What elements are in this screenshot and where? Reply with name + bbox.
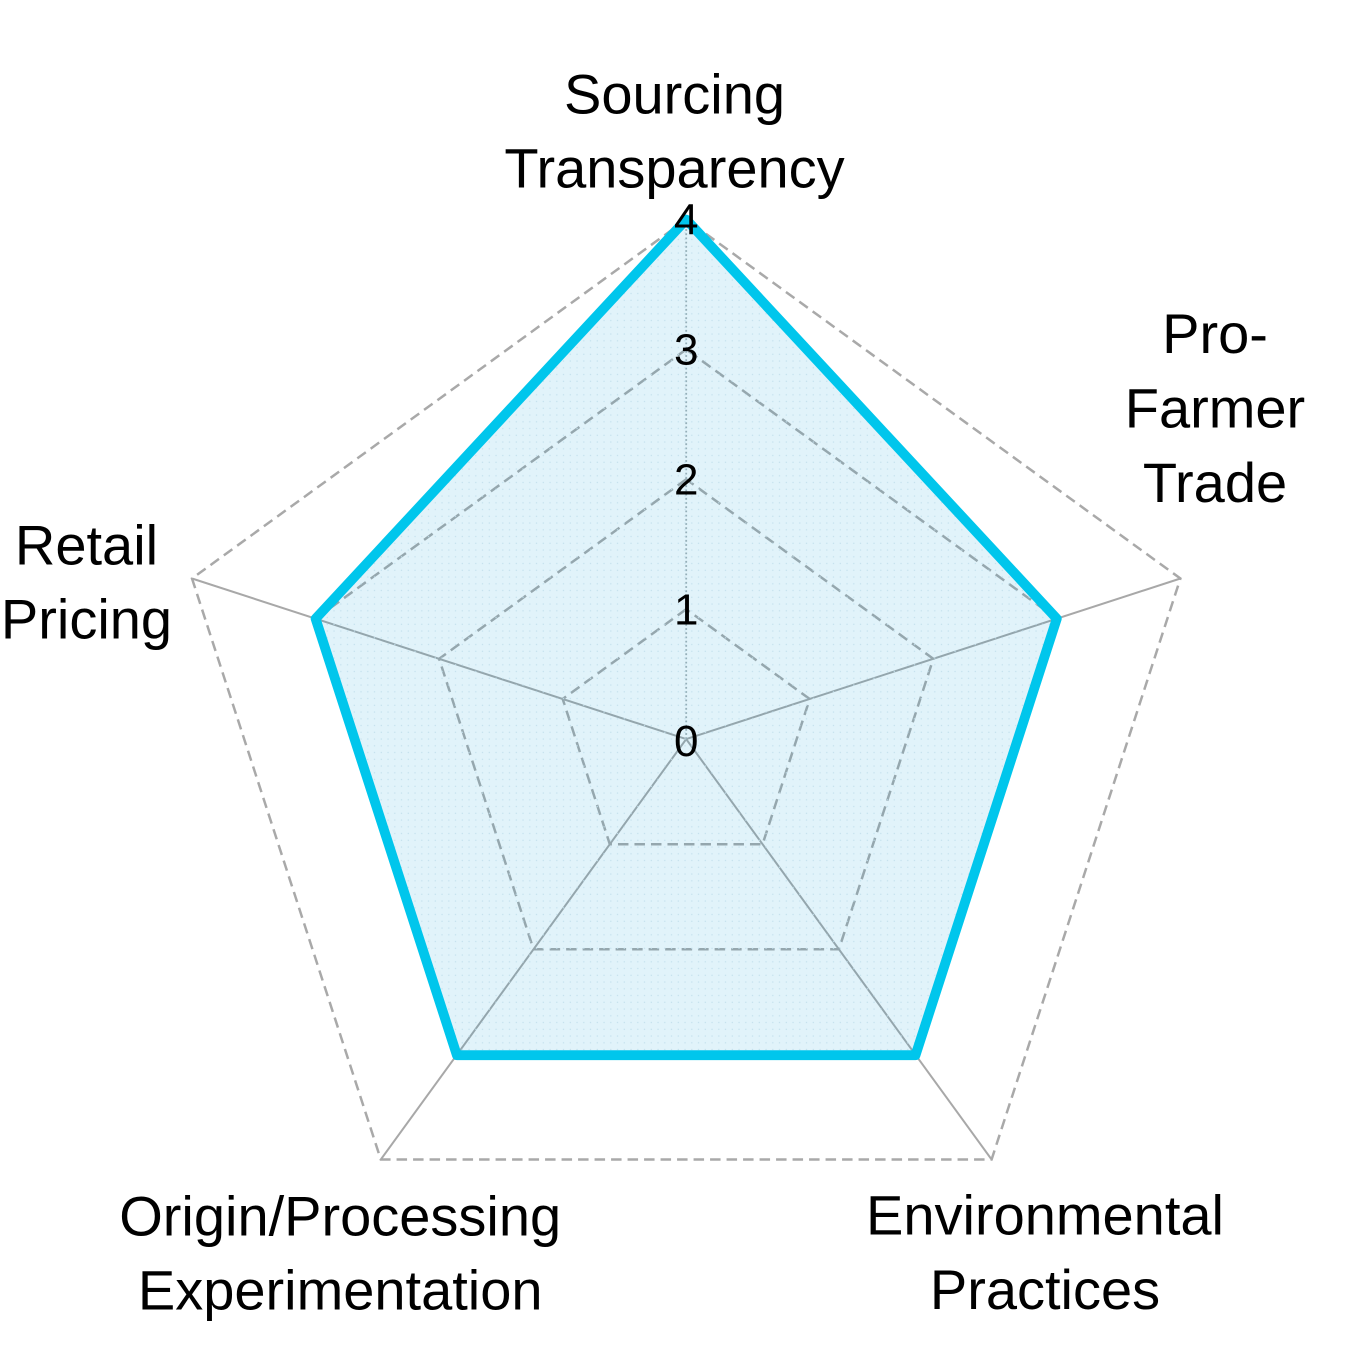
svg-text:Retail: Retail <box>15 514 158 577</box>
svg-text:3: 3 <box>674 326 698 375</box>
svg-text:4: 4 <box>674 196 698 245</box>
svg-text:Transparency: Transparency <box>504 137 844 200</box>
svg-text:Environmental: Environmental <box>866 1184 1224 1247</box>
svg-text:Pricing: Pricing <box>1 587 172 650</box>
svg-text:Trade: Trade <box>1143 451 1287 514</box>
svg-text:Sourcing: Sourcing <box>564 63 785 126</box>
svg-text:Experimentation: Experimentation <box>138 1259 543 1322</box>
svg-text:Practices: Practices <box>930 1258 1160 1321</box>
svg-text:2: 2 <box>674 455 698 504</box>
svg-text:Farmer: Farmer <box>1125 377 1305 440</box>
svg-text:0: 0 <box>674 717 698 766</box>
svg-text:Pro-: Pro- <box>1162 302 1268 365</box>
svg-text:Origin/Processing: Origin/Processing <box>119 1185 561 1248</box>
svg-text:1: 1 <box>674 585 698 634</box>
